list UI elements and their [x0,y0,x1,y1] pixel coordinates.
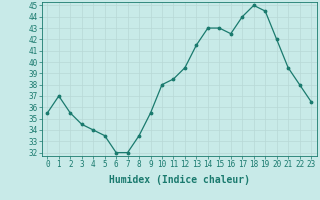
X-axis label: Humidex (Indice chaleur): Humidex (Indice chaleur) [109,175,250,185]
